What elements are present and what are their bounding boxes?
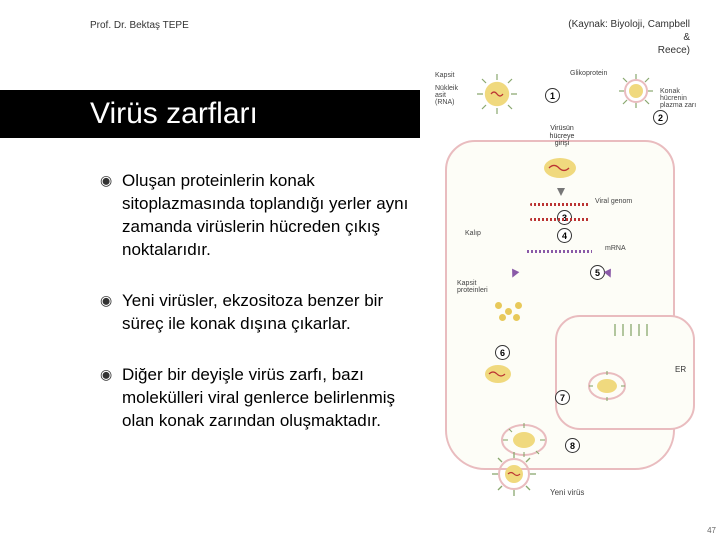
label-konak-plazma: Konak hücrenin plazma zarı (660, 88, 700, 109)
virus-top-right (617, 72, 655, 110)
bullet-icon: ◉ (100, 170, 122, 262)
step-badge: 4 (557, 228, 572, 243)
label-kalip: Kalıp (465, 230, 481, 237)
virus-spikes-icon (617, 72, 655, 110)
label-mrna: mRNA (605, 245, 626, 252)
source-line2: Reece) (658, 45, 690, 56)
virus-diagram: Kapsit Nükleik asit (RNA) Glikoprotein K… (435, 70, 685, 490)
arrow-down-icon (557, 188, 565, 196)
label-kapsit-proteins: Kapsit proteinleri (457, 280, 488, 294)
virus-spikes-icon (490, 450, 538, 498)
list-item: ◉ Yeni virüsler, ekzositoza benzer bir s… (100, 290, 410, 336)
vesicle-icon (585, 370, 629, 402)
label-yeni-virus: Yeni virüs (550, 488, 584, 497)
source-label: (Kaynak: Biyoloji, Campbell & Reece) (560, 18, 690, 57)
slide-number: 47 (707, 526, 716, 535)
bullet-text: Oluşan proteinlerin konak sitoplazmasınd… (122, 170, 410, 262)
capsid-protein-dot (495, 302, 502, 309)
er-glyco-icon (610, 322, 660, 340)
capsid-protein-dot (513, 314, 520, 321)
bullet-list: ◉ Oluşan proteinlerin konak sitoplazması… (100, 170, 410, 460)
step-badge: 8 (565, 438, 580, 453)
rna-viral-genom (530, 203, 590, 206)
label-viral-genom: Viral genom (595, 198, 632, 205)
list-item: ◉ Oluşan proteinlerin konak sitoplazması… (100, 170, 410, 262)
list-item: ◉ Diğer bir deyişle virüs zarfı, bazı mo… (100, 364, 410, 433)
label-kapsit: Kapsit (435, 72, 454, 79)
source-line1: (Kaynak: Biyoloji, Campbell & (568, 19, 690, 43)
label-er: ER (675, 365, 686, 374)
step-badge: 7 (555, 390, 570, 405)
step-badge: 5 (590, 265, 605, 280)
rna-template (530, 218, 590, 221)
bullet-text: Diğer bir deyişle virüs zarfı, bazı mole… (122, 364, 410, 433)
author-label: Prof. Dr. Bektaş TEPE (90, 20, 189, 31)
step-badge: 1 (545, 88, 560, 103)
label-virus-entry: Virüsün hücreye girişi (537, 125, 587, 148)
bullet-icon: ◉ (100, 290, 122, 336)
capsid-entry-icon (535, 156, 585, 186)
capsid-protein-dot (505, 308, 512, 315)
label-nukleik: Nükleik asit (RNA) (435, 85, 467, 106)
mrna-line (527, 250, 592, 253)
title-bar: Virüs zarfları (0, 90, 420, 138)
label-glikoprotein: Glikoprotein (570, 70, 607, 77)
step-badge: 6 (495, 345, 510, 360)
step-badge: 2 (653, 110, 668, 125)
bullet-icon: ◉ (100, 364, 122, 433)
bullet-text: Yeni virüsler, ekzositoza benzer bir sür… (122, 290, 410, 336)
slide-title: Virüs zarfları (90, 97, 258, 131)
capsid-assembly-icon (480, 360, 516, 388)
capsid-protein-dot (499, 314, 506, 321)
virus-spikes-icon (475, 72, 519, 116)
capsid-protein-dot (515, 302, 522, 309)
new-virus (490, 450, 538, 498)
virus-top-left (475, 72, 519, 116)
